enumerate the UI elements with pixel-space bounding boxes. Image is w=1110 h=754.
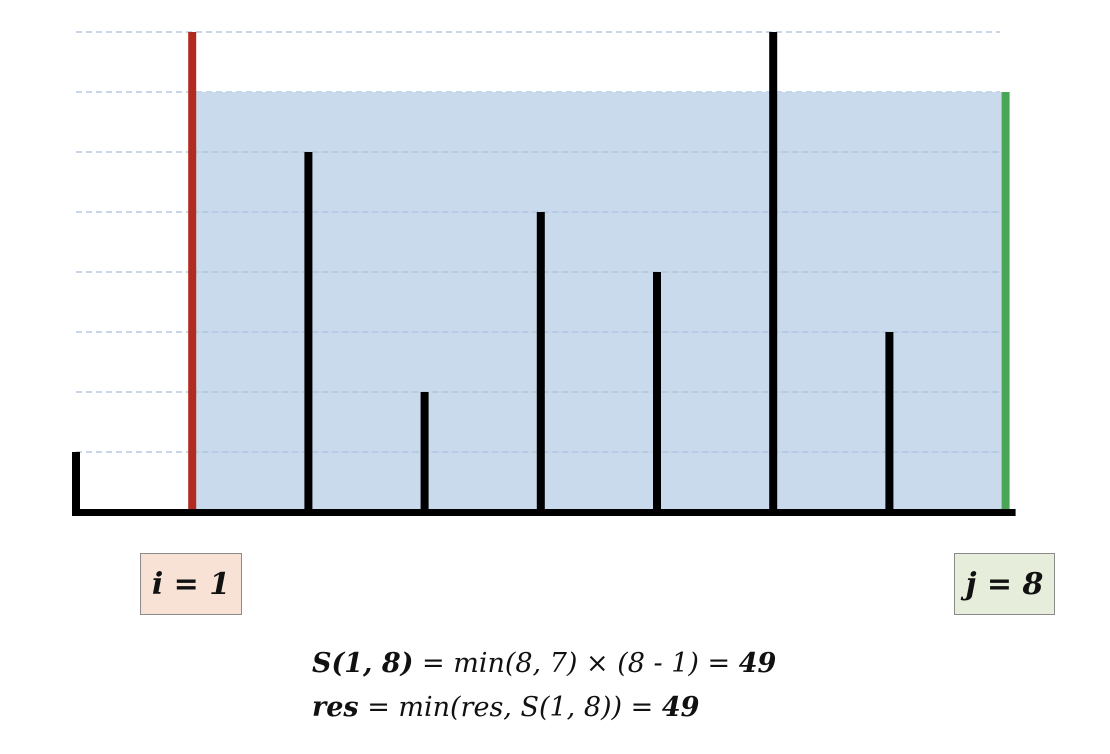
formula-result-expression: = min(res, S(1, 8)) =: [358, 692, 662, 723]
bar-pointer-i: [188, 32, 197, 512]
formula-area: S(1, 8) = min(8, 7) × (8 - 1) = 49: [312, 648, 776, 679]
formula-area-result: 49: [738, 648, 777, 679]
formula-result-value: 49: [661, 692, 700, 723]
formula-result: res = min(res, S(1, 8)) = 49: [312, 692, 699, 723]
water-area: [192, 92, 1006, 512]
water-fill: [192, 92, 1006, 512]
formula-area-lhs: S(1, 8): [312, 648, 414, 679]
bar-2: [304, 152, 313, 512]
bars: [72, 32, 1010, 512]
x-axis-line: [72, 509, 1016, 516]
pointer-i-text: i = 1: [151, 566, 231, 602]
formula-area-expression: = min(8, 7) × (8 - 1) =: [413, 648, 739, 679]
bar-pointer-j: [1001, 92, 1010, 512]
bar-4: [536, 212, 545, 512]
bar-5: [653, 272, 661, 512]
bar-7: [885, 332, 894, 512]
formula-result-lhs: res: [312, 692, 359, 723]
pointer-j-label: j = 8: [954, 553, 1055, 615]
bar-3: [420, 392, 429, 512]
x-axis: [72, 509, 1016, 516]
pointer-j-text: j = 8: [965, 566, 1044, 602]
bar-0: [72, 452, 80, 512]
pointer-i-label: i = 1: [140, 553, 242, 615]
bar-6: [769, 32, 778, 512]
